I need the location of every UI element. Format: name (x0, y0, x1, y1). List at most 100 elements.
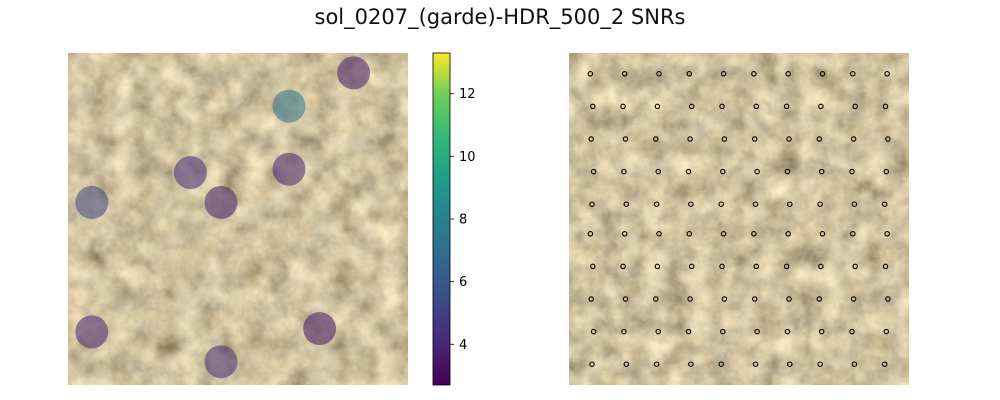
grid-marker (587, 71, 594, 77)
grid-marker (881, 361, 888, 367)
grid-marker (654, 263, 661, 270)
grid-marker (783, 103, 790, 110)
right-panel (569, 53, 909, 385)
grid-marker (885, 296, 891, 302)
grid-marker (688, 103, 695, 110)
grid-marker (623, 361, 630, 367)
grid-marker (719, 103, 725, 110)
grid-marker (818, 263, 824, 270)
left-panel (68, 53, 408, 385)
grid-marker (590, 263, 596, 270)
grid-marker (753, 103, 760, 110)
snr-marker (204, 185, 238, 219)
grid-marker (656, 71, 662, 77)
grid-marker (816, 136, 823, 142)
grid-marker (721, 136, 728, 142)
grid-marker (686, 231, 693, 237)
grid-marker (589, 201, 595, 207)
grid-marker (882, 103, 889, 110)
grid-marker (685, 328, 692, 335)
grid-marker (817, 201, 823, 207)
grid-marker (819, 71, 826, 77)
snr-marker (75, 185, 109, 219)
colorbar-tick-label: 6 (459, 275, 467, 290)
grid-marker (589, 361, 595, 367)
grid-marker (620, 103, 626, 110)
grid-marker (850, 296, 857, 302)
grid-marker (753, 263, 760, 270)
grid-marker (688, 263, 695, 270)
grid-marker (787, 361, 793, 367)
snr-marker (75, 315, 109, 349)
grid-marker (751, 231, 757, 237)
grid-marker (720, 168, 726, 175)
grid-marker (622, 296, 629, 302)
snr-marker (272, 152, 306, 186)
grid-marker (754, 168, 760, 175)
snr-marker (173, 156, 207, 190)
snr-marker (272, 89, 306, 123)
grid-marker (685, 168, 692, 175)
grid-marker (622, 136, 629, 142)
colorbar-ticks: 4 6 8 10 12 (450, 87, 476, 353)
grid-marker (785, 231, 791, 237)
grid-marker (751, 71, 757, 77)
grid-marker (851, 361, 858, 367)
snr-markers (75, 56, 371, 379)
colorbar-tick-label: 12 (459, 87, 476, 102)
grid-marker (687, 296, 693, 302)
grid-marker (752, 361, 759, 367)
grid-marker (849, 168, 855, 175)
grid-marker (588, 296, 594, 302)
grid-marker (783, 263, 790, 270)
grid-marker (656, 231, 662, 237)
snr-marker (204, 345, 238, 379)
grid-marker (655, 168, 661, 175)
grid-marker (752, 201, 759, 207)
grid-marker (884, 231, 890, 237)
grid-marker (884, 71, 890, 77)
grid-marker (817, 361, 823, 367)
grid-marker (718, 201, 724, 207)
grid-marker (786, 296, 792, 302)
grid-marker (621, 231, 628, 237)
grid-marker (818, 328, 825, 335)
grid-marker (785, 71, 791, 77)
grid-marker (787, 201, 793, 207)
left-rock-image (68, 53, 408, 385)
grid-marker (686, 71, 693, 77)
grid-marker (718, 361, 724, 367)
grid-marker (720, 231, 727, 237)
grid-marker (655, 328, 661, 335)
grid-marker (620, 263, 626, 270)
grid-marker (688, 201, 694, 207)
grid-marker (850, 231, 856, 237)
grid-marker (621, 328, 627, 335)
grid-marker (818, 168, 825, 175)
grid-marker (851, 201, 858, 207)
colorbar-tick-label: 8 (459, 213, 467, 228)
snr-marker (337, 56, 371, 90)
grid-marker (816, 296, 823, 302)
grid-marker (754, 328, 760, 335)
grid-marker (653, 296, 659, 302)
grid-marker (883, 168, 890, 175)
grid-marker (720, 328, 726, 335)
colorbar-gradient (432, 52, 451, 386)
grid-marker (654, 103, 661, 110)
grid-marker (784, 328, 791, 335)
grid-marker (719, 263, 725, 270)
grid-marker (590, 103, 596, 110)
colorbar: 4 6 8 10 12 (432, 52, 476, 386)
grid-marker (751, 136, 758, 142)
grid-marker (881, 201, 888, 207)
grid-marker (687, 136, 693, 142)
grid-marker (852, 263, 858, 270)
grid-marker (621, 168, 627, 175)
grid-marker (590, 328, 597, 335)
grid-marker (653, 136, 659, 142)
grid-marker (784, 168, 791, 175)
grid-marker (883, 328, 890, 335)
grid-marker (852, 103, 858, 110)
snr-marker (303, 312, 337, 346)
